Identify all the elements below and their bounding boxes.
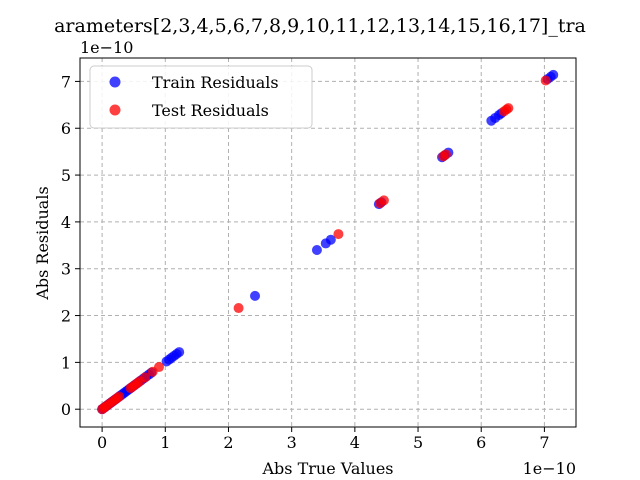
y-tick-label: 7	[61, 72, 71, 91]
plot-frame	[79, 57, 577, 428]
data-point	[440, 149, 451, 160]
y-tick-label: 0	[61, 400, 71, 419]
x-tick-label: 4	[350, 433, 360, 452]
legend-label-test: Test Residuals	[152, 101, 269, 120]
data-point	[503, 103, 514, 114]
legend-label-train: Train Residuals	[152, 73, 279, 92]
grid-lines	[80, 58, 576, 427]
y-tick-label: 2	[61, 307, 71, 326]
chart-title: arameters[2,3,4,5,6,7,8,9,10,11,12,13,14…	[54, 15, 586, 37]
x-scale-label: 1e−10	[523, 459, 576, 478]
data-point	[311, 244, 322, 255]
x-tick-label: 0	[97, 433, 107, 452]
y-tick-label: 5	[61, 166, 71, 185]
data-point	[540, 75, 551, 86]
x-tick-label: 5	[413, 433, 423, 452]
y-scale-label: 1e−10	[80, 38, 133, 57]
series-test	[97, 75, 551, 415]
data-point	[333, 229, 344, 240]
x-axis-label: Abs True Values	[262, 459, 394, 478]
y-tick-label: 4	[61, 213, 71, 232]
data-point	[378, 195, 389, 206]
legend-marker-train	[109, 76, 121, 88]
y-tick-label: 1	[61, 353, 71, 372]
x-tick-label: 1	[160, 433, 170, 452]
data-point	[114, 391, 125, 402]
y-tick-label: 6	[61, 119, 71, 138]
data-point	[548, 69, 559, 80]
data-point	[153, 362, 164, 373]
data-point	[233, 303, 244, 314]
x-tick-label: 6	[476, 433, 486, 452]
legend-box	[89, 65, 313, 129]
x-tick-label: 7	[539, 433, 549, 452]
data-point	[250, 290, 261, 301]
x-tick-label: 2	[223, 433, 233, 452]
data-point	[140, 372, 151, 383]
x-tick-label: 3	[287, 433, 297, 452]
y-tick-label: 3	[61, 260, 71, 279]
data-points	[97, 69, 559, 415]
data-point	[174, 347, 185, 358]
data-point	[325, 234, 336, 245]
legend-marker-test	[109, 104, 121, 116]
legend: Train Residuals Test Residuals	[89, 65, 313, 129]
y-axis-label: Abs Residuals	[33, 186, 52, 300]
x-axis-ticks: 0 1 2 3 4 5 6 7	[97, 427, 550, 452]
y-axis-ticks: 0 1 2 3 4 5 6 7	[61, 72, 80, 419]
